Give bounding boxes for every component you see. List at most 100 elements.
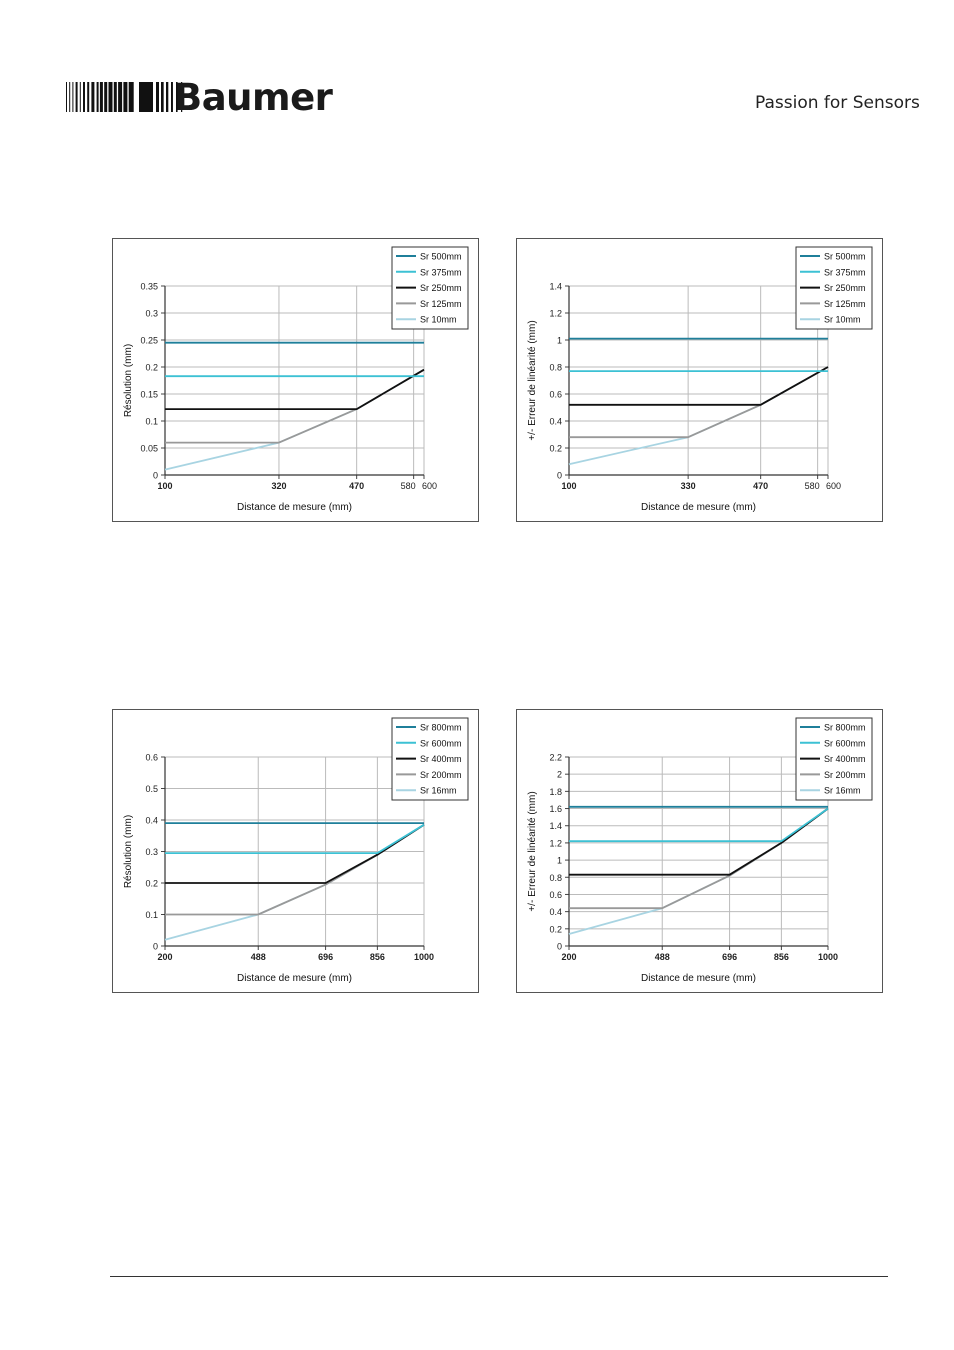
y-axis-label: Résolution (mm)	[123, 344, 134, 417]
x-tick-label: 580	[401, 481, 416, 491]
series-line	[165, 368, 425, 411]
legend-label: Sr 125mm	[824, 299, 866, 309]
x-tick-label: 600	[422, 481, 437, 491]
x-tick-label: 320	[271, 481, 286, 491]
x-tick-label: 488	[251, 952, 266, 962]
y-axis-label: Résolution (mm)	[123, 815, 134, 888]
logo-stripe	[171, 82, 173, 112]
x-tick-label: 856	[370, 952, 385, 962]
y-tick-label: 0.1	[145, 417, 158, 427]
x-axis-label: Distance de mesure (mm)	[237, 502, 352, 513]
y-tick-label: 2.2	[549, 753, 562, 763]
legend-box	[795, 717, 873, 801]
y-tick-label: 0	[153, 942, 158, 952]
logo-stripe	[83, 82, 85, 112]
y-tick-label: 0.6	[549, 890, 562, 900]
x-tick-label: 470	[753, 481, 768, 491]
legend-label: Sr 16mm	[420, 786, 457, 796]
legend-label: Sr 16mm	[824, 786, 861, 796]
legend: Sr 800mm Sr 600mm Sr 400mm Sr 200mm Sr 16mm	[795, 717, 873, 801]
legend-label: Sr 800mm	[420, 723, 462, 733]
y-tick-label: 0.05	[140, 444, 158, 454]
x-tick-label: 696	[318, 952, 333, 962]
x-tick-label: 100	[561, 481, 576, 491]
y-tick-label: 0.2	[145, 879, 158, 889]
x-axis-label: Distance de mesure (mm)	[641, 502, 756, 513]
series-line	[569, 807, 829, 843]
y-tick-label: 0.2	[145, 363, 158, 373]
y-axis-label: +/- Erreur de linéarité (mm)	[527, 320, 538, 440]
x-tick-label: 488	[655, 952, 670, 962]
y-tick-label: 0.3	[145, 847, 158, 857]
logo-stripe	[72, 82, 74, 112]
y-tick-label: 0.2	[549, 444, 562, 454]
tagline: Passion for Sensors	[755, 93, 920, 113]
chart-linearity-600: 0 0.2 0.4 0.6 0.8 1 1.2 1.4 100 330 470 580 600 Dista…	[516, 238, 883, 522]
y-tick-label: 1.6	[549, 804, 562, 814]
chart-linearity-1000: 0 0.2 0.4 0.6 0.8 1 1.2 1.4 1.6 1.8 2 2.2 200 488 696 8…	[516, 709, 883, 993]
y-tick-label: 1.2	[549, 309, 562, 319]
logo-stripe	[113, 82, 117, 112]
series-line	[569, 366, 829, 406]
logo-stripe	[75, 82, 78, 112]
chart-resolution-600: 0 0.05 0.1 0.15 0.2 0.25 0.3 0.35 100 320 470 580 60…	[112, 238, 479, 522]
x-tick-label: 330	[681, 481, 696, 491]
legend: Sr 800mm Sr 600mm Sr 400mm Sr 200mm Sr 16mm	[391, 717, 469, 801]
legend-label: Sr 600mm	[420, 738, 462, 748]
y-tick-label: 0.2	[549, 924, 562, 934]
logo-stripe	[156, 82, 159, 112]
legend-label: Sr 400mm	[420, 754, 462, 764]
x-tick-label: 470	[349, 481, 364, 491]
x-tick-label: 200	[561, 952, 576, 962]
logo-stripe	[66, 82, 67, 112]
logo-stripe	[69, 82, 71, 112]
legend-label: Sr 800mm	[824, 723, 866, 733]
legend: Sr 500mm Sr 375mm Sr 250mm Sr 125mm Sr 10mm	[795, 246, 873, 330]
legend-label: Sr 250mm	[420, 283, 462, 293]
y-tick-label: 0	[557, 471, 562, 481]
logo-stripe	[118, 82, 123, 112]
logo-stripe	[108, 82, 113, 112]
y-tick-label: 0.25	[140, 336, 158, 346]
legend-label: Sr 375mm	[824, 267, 866, 277]
footer-rule	[110, 1276, 888, 1277]
logo-stripe	[99, 82, 103, 112]
legend-label: Sr 500mm	[420, 252, 462, 262]
y-axis-label: +/- Erreur de linéarité (mm)	[527, 791, 538, 911]
y-tick-label: 1	[557, 336, 562, 346]
x-tick-label: 1000	[818, 952, 838, 962]
y-tick-label: 0	[153, 471, 158, 481]
y-tick-label: 0.5	[145, 784, 158, 794]
legend-label: Sr 200mm	[420, 770, 462, 780]
legend-label: Sr 400mm	[824, 754, 866, 764]
logo-stripe	[176, 82, 178, 112]
logo-stripe	[104, 82, 108, 112]
legend-label: Sr 125mm	[420, 299, 462, 309]
y-tick-label: 0.4	[549, 417, 562, 427]
x-tick-label: 696	[722, 952, 737, 962]
y-tick-label: 0.8	[549, 873, 562, 883]
x-tick-label: 856	[774, 952, 789, 962]
brand-name: Baumer	[174, 76, 333, 119]
y-tick-label: 0.15	[140, 390, 158, 400]
y-tick-label: 0.8	[549, 363, 562, 373]
y-tick-label: 0.35	[140, 282, 158, 292]
logo-stripe	[96, 82, 99, 112]
x-axis-label: Distance de mesure (mm)	[641, 973, 756, 984]
y-tick-label: 1.4	[549, 282, 562, 292]
logo-stripe	[91, 82, 95, 112]
logo-stripe	[79, 82, 81, 112]
logo-stripe	[181, 82, 183, 112]
legend-label: Sr 10mm	[824, 315, 861, 325]
logo-stripe	[166, 82, 169, 112]
y-tick-label: 2	[557, 770, 562, 780]
y-tick-label: 0.6	[145, 753, 158, 763]
x-tick-label: 580	[805, 481, 820, 491]
y-tick-label: 1.8	[549, 787, 562, 797]
y-tick-label: 0.6	[549, 390, 562, 400]
y-tick-label: 0.4	[549, 907, 562, 917]
y-tick-label: 1.2	[549, 838, 562, 848]
legend-label: Sr 10mm	[420, 315, 457, 325]
y-tick-label: 0	[557, 942, 562, 952]
series-line	[165, 823, 425, 855]
